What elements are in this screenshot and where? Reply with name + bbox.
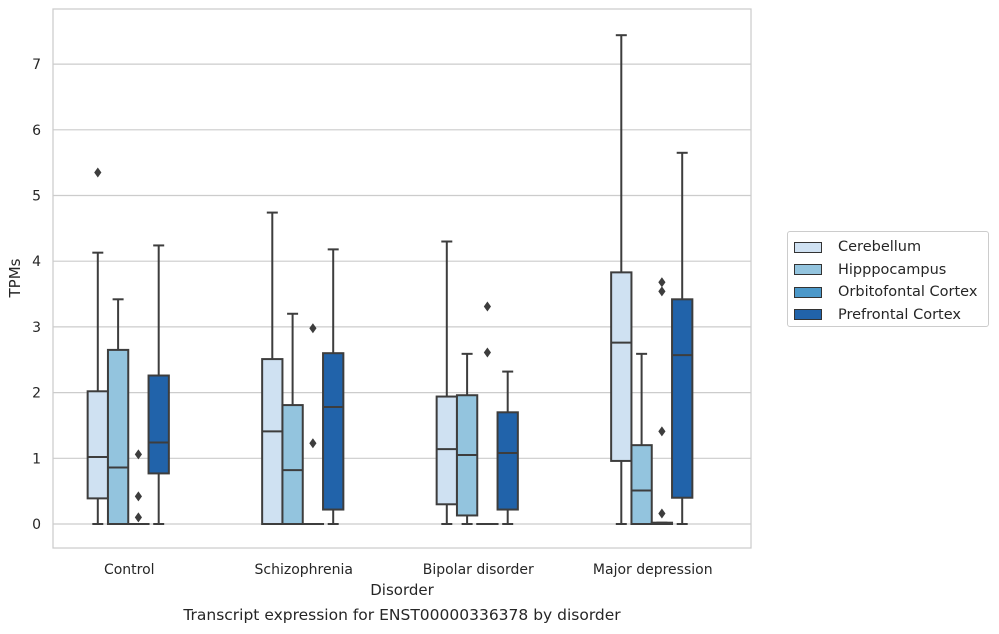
legend-item: Prefrontal Cortex <box>792 304 988 327</box>
x-tick-label: Schizophrenia <box>255 562 353 578</box>
y-axis-title: TPMs <box>6 258 24 298</box>
y-tick-label: 1 <box>32 451 41 467</box>
y-axis-ticks: 0 1 2 3 4 5 6 7 <box>32 57 41 533</box>
y-tick-label: 7 <box>32 57 41 73</box>
box-3-3 <box>671 151 694 525</box>
box-body <box>281 404 304 526</box>
box-0-1 <box>261 211 284 525</box>
x-tick-label: Bipolar disorder <box>423 562 534 578</box>
box-body <box>496 411 519 511</box>
outlier-point <box>658 508 666 519</box>
box-body <box>261 358 284 525</box>
box-3-2 <box>496 370 519 525</box>
outlier-point <box>483 301 491 312</box>
outlier-point <box>134 449 142 460</box>
box-2-1 <box>301 323 325 526</box>
legend-swatch <box>794 241 822 253</box>
box-1-3 <box>630 352 653 525</box>
box-0-0 <box>86 167 109 525</box>
y-tick-label: 6 <box>32 123 41 139</box>
legend-swatch <box>794 264 822 276</box>
outlier-point <box>309 323 317 334</box>
outlier-point <box>483 347 491 358</box>
box-2-3 <box>650 277 674 525</box>
box-body <box>86 390 109 500</box>
x-tick-label: Control <box>104 562 155 578</box>
y-tick-label: 4 <box>32 254 41 270</box>
box-0-3 <box>610 34 633 525</box>
outlier-point <box>658 277 666 288</box>
legend-label: Hipppocampus <box>838 261 947 278</box>
box-body <box>610 271 633 462</box>
box-body <box>106 348 130 525</box>
box-1-1 <box>281 312 304 526</box>
box-2-2 <box>476 301 499 526</box>
x-axis-title: Disorder <box>370 581 434 599</box>
legend-label: Cerebellum <box>838 239 922 256</box>
outlier-point <box>309 438 317 449</box>
outlier-point <box>94 167 102 178</box>
outlier-point <box>134 512 142 523</box>
box-1-2 <box>455 352 479 525</box>
legend: Cerebellum Hipppocampus Orbitofontal Corte… <box>787 231 989 327</box>
box-body <box>435 395 458 506</box>
y-tick-label: 0 <box>32 517 41 533</box>
legend-item: Hipppocampus <box>792 259 988 282</box>
legend-label: Prefrontal Cortex <box>838 306 961 323</box>
legend-swatch <box>794 286 822 298</box>
box-body <box>630 444 653 525</box>
y-tick-label: 2 <box>32 386 41 402</box>
legend-swatch <box>794 309 822 321</box>
box-3-1 <box>322 248 345 525</box>
plot-frame <box>52 8 752 549</box>
legend-item: Orbitofontal Cortex <box>792 281 988 304</box>
outlier-point <box>658 286 666 297</box>
chart-caption: Transcript expression for ENST0000033637… <box>183 606 621 624</box>
legend-label: Orbitofontal Cortex <box>838 284 978 301</box>
box-3-0 <box>147 244 170 525</box>
box-body <box>322 352 345 511</box>
box-body <box>147 374 170 475</box>
box-body <box>671 298 694 499</box>
box-1-0 <box>106 298 130 525</box>
box-2-0 <box>127 449 150 526</box>
y-tick-label: 5 <box>32 189 41 205</box>
x-axis-ticks: Control Schizophrenia Bipolar disorder Majo… <box>104 562 713 578</box>
box-0-2 <box>435 240 458 525</box>
outlier-point <box>658 426 666 437</box>
x-tick-label: Major depression <box>593 562 713 578</box>
outlier-point <box>134 491 142 502</box>
y-tick-label: 3 <box>32 320 41 336</box>
legend-item: Cerebellum <box>792 236 988 259</box>
box-series <box>86 34 694 526</box>
